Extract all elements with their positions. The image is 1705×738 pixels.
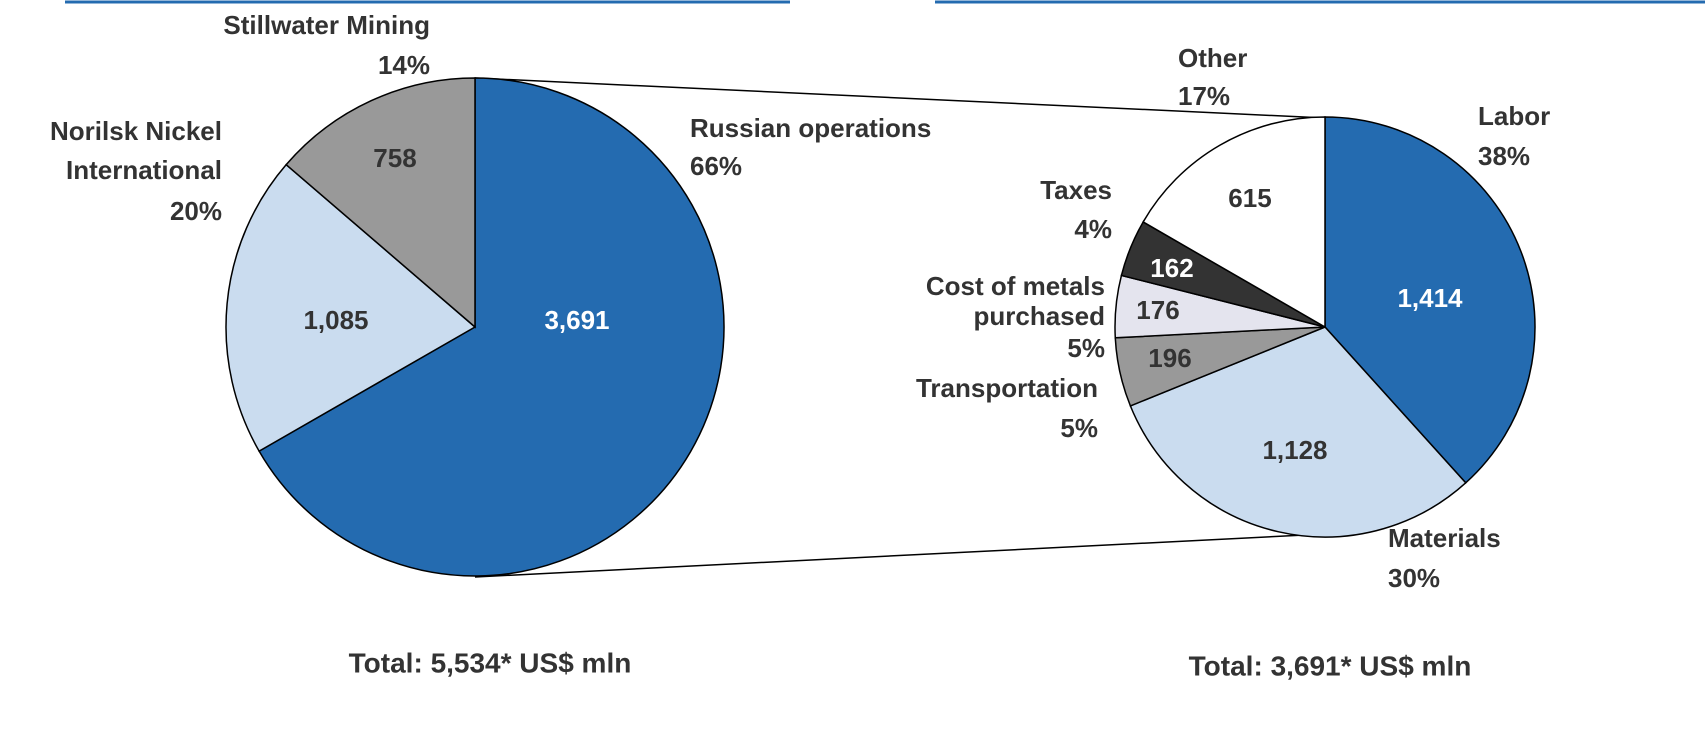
category-label: Russian operations [690,113,931,143]
value-label: 1,085 [303,305,368,335]
category-label: Materials [1388,523,1501,553]
value-label: 758 [373,143,416,173]
percent-label: 30% [1388,563,1440,593]
percent-label: 14% [378,50,430,80]
percent-label: 20% [170,196,222,226]
category-label: Stillwater Mining [223,10,430,40]
percent-label: 5% [1060,413,1098,443]
percent-label: 4% [1074,214,1112,244]
value-label: 1,128 [1262,435,1327,465]
connector-line [474,77,1326,119]
percent-label: 38% [1478,141,1530,171]
value-label: 162 [1150,253,1193,283]
category-label: Transportation [916,373,1098,403]
pie-slice [285,77,476,329]
chart-title: Total: 5,534* US$ mln [349,647,632,678]
category-label: Labor [1478,101,1550,131]
pie-slice [225,163,477,453]
connector-line [474,534,1306,578]
value-label: 176 [1136,295,1179,325]
value-label: 196 [1148,343,1191,373]
category-label: Other [1178,43,1247,73]
percent-label: 66% [690,151,742,181]
category-label: International [66,155,222,185]
chart-title: Total: 3,691* US$ mln [1189,650,1472,681]
value-label: 3,691 [544,305,609,335]
value-label: 1,414 [1397,283,1463,313]
category-label: Cost of metals [926,271,1105,301]
pie-slice [1142,116,1326,329]
value-label: 615 [1228,183,1271,213]
pie-slice [1324,116,1536,484]
category-label: purchased [974,301,1106,331]
category-label: Norilsk Nickel [50,116,222,146]
category-label: Taxes [1040,175,1112,205]
percent-label: 5% [1067,333,1105,363]
pie-slice [1129,326,1467,538]
pie-slice [258,77,725,577]
percent-label: 17% [1178,81,1230,111]
